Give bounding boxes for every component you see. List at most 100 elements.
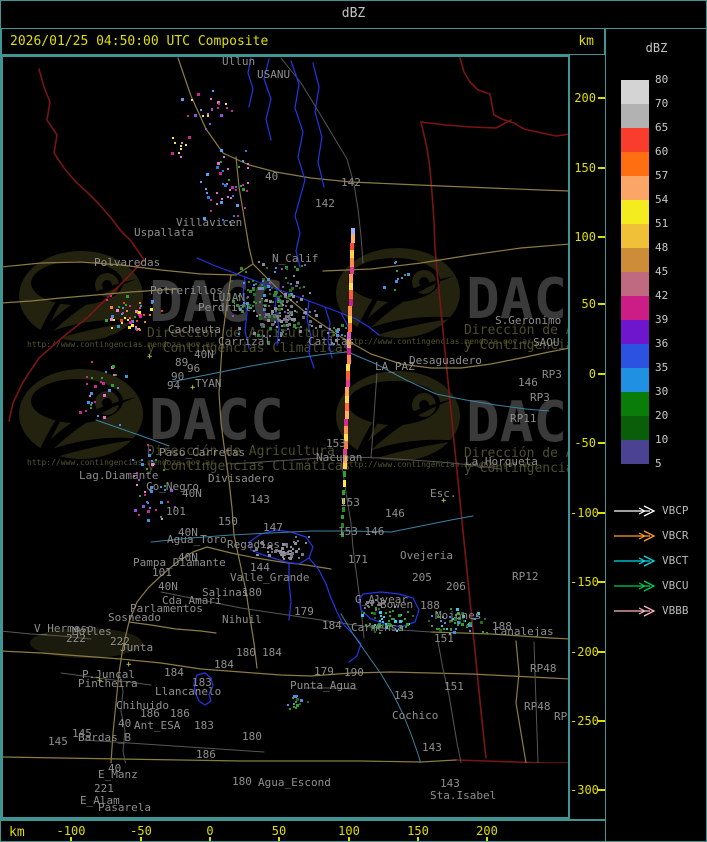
dbz-swatch-label: 60 — [655, 145, 669, 158]
bottom-axis-tick — [417, 837, 419, 841]
right-axis-tick-label: 200 — [574, 91, 596, 105]
dbz-swatch — [621, 152, 649, 176]
right-axis-tick — [598, 651, 605, 653]
dbz-swatch — [621, 176, 649, 200]
vector-arrow-icon — [614, 605, 656, 617]
svg-text:http://www.contingencias.mendo: http://www.contingencias.mendoza.gov.ar — [344, 337, 532, 346]
right-axis-tick-label: 150 — [574, 161, 596, 175]
bottom-axis-tick — [70, 837, 72, 841]
right-axis-tick — [598, 720, 605, 722]
right-axis-tick-label: -300 — [570, 783, 599, 797]
bottom-axis-tick-label: 50 — [271, 824, 287, 838]
dbz-swatch — [621, 224, 649, 248]
scale-title: dBZ — [645, 41, 668, 55]
dbz-swatch — [621, 248, 649, 272]
dbz-swatch — [621, 104, 649, 128]
right-axis: 200 150 100 50 0 -50 -100 -150 -200 -250 -300 — [570, 55, 605, 819]
vector-label: VBCU — [662, 579, 689, 592]
vector-legend-row: VBCP — [612, 504, 706, 518]
right-axis-tick-label: 100 — [574, 230, 596, 244]
bottom-axis-tick — [140, 837, 142, 841]
dbz-swatch — [621, 440, 649, 464]
right-axis-tick — [598, 581, 605, 583]
info-bar: 2026/01/25 04:50:00 UTC Composite km — [1, 28, 605, 55]
timestamp-label: 2026/01/25 04:50:00 UTC Composite — [10, 34, 269, 49]
vector-arrow-icon — [614, 555, 656, 567]
svg-text:Dirección de Agricultura: Dirección de Agricultura — [464, 446, 605, 461]
bottom-axis-tick-label: 200 — [476, 824, 498, 838]
right-axis-tick — [598, 442, 605, 444]
plot-border — [1, 55, 570, 819]
bottom-axis-tick — [348, 837, 350, 841]
dbz-swatch-label: 45 — [655, 265, 669, 278]
window-title-bar: dBZ — [1, 1, 706, 29]
svg-text:http://www.contingencias.mendo: http://www.contingencias.mendoza.gov.ar — [344, 460, 532, 469]
dbz-swatch-label: 42 — [655, 289, 669, 302]
right-axis-tick — [598, 512, 605, 514]
radar-map-area: DACC Dirección de Agricultura y Contingenc… — [1, 55, 605, 819]
bottom-axis-tick-label: 100 — [338, 824, 360, 838]
right-axis-tick-label: -100 — [570, 506, 599, 520]
province-boundaries — [8, 57, 569, 763]
vector-label: VBCP — [662, 504, 689, 517]
window-title: dBZ — [341, 6, 366, 21]
dbz-swatch-label: 70 — [655, 97, 669, 110]
dbz-swatch — [621, 320, 649, 344]
dbz-swatch-label: 48 — [655, 241, 669, 254]
svg-text:DACC: DACC — [149, 388, 284, 453]
dbz-swatch-label: 20 — [655, 409, 669, 422]
vector-arrow-icon — [614, 505, 656, 517]
vector-arrow-icon — [614, 530, 656, 542]
bottom-axis-tick-label: -100 — [56, 824, 86, 838]
right-axis-tick — [598, 303, 605, 305]
dbz-swatch — [621, 344, 649, 368]
bottom-axis: km -100 -50 0 50 100 150 200 — [1, 819, 605, 841]
dbz-swatch — [621, 368, 649, 392]
vector-legend-row: VBCT — [612, 554, 706, 568]
svg-text:y Contingencias Climáticas: y Contingencias Climáticas — [147, 459, 351, 474]
right-axis-tick — [598, 97, 605, 99]
bottom-axis-tick-label: 150 — [407, 824, 429, 838]
bottom-axis-tick — [486, 837, 488, 841]
dbz-swatch — [621, 272, 649, 296]
svg-text:y Contingencias Climáticas: y Contingencias Climáticas — [464, 461, 605, 476]
right-axis-tick-label: -150 — [570, 575, 599, 589]
dbz-swatch — [621, 200, 649, 224]
dbz-swatch-label: 10 — [655, 433, 669, 446]
bottom-axis-unit-label: km — [9, 825, 25, 840]
dbz-swatch-label: 30 — [655, 385, 669, 398]
dbz-swatch-label: 51 — [655, 217, 669, 230]
dbz-swatch-label: 54 — [655, 193, 669, 206]
vector-label: VBCT — [662, 554, 689, 567]
dbz-swatch-label: 36 — [655, 337, 669, 350]
dbz-swatch — [621, 416, 649, 440]
dbz-swatch-label: 35 — [655, 361, 669, 374]
radar-echoes — [79, 90, 488, 710]
right-axis-unit-label: km — [578, 34, 594, 49]
dbz-swatch — [621, 128, 649, 152]
svg-text:http://www.contingencias.mendo: http://www.contingencias.mendoza.gov.ar — [27, 458, 215, 467]
vector-legend-row: VBCU — [612, 579, 706, 593]
llancanelo-lake — [193, 672, 214, 706]
dbz-swatch-label: 5 — [655, 457, 662, 470]
dbz-swatch-label: 39 — [655, 313, 669, 326]
right-axis-tick — [598, 236, 605, 238]
svg-text:DACC: DACC — [466, 267, 601, 332]
dbz-swatch — [621, 80, 649, 104]
right-axis-tick-label: -200 — [570, 645, 599, 659]
right-axis-tick — [598, 167, 605, 169]
rivers-cyan — [95, 351, 550, 763]
vector-arrow-icon — [614, 580, 656, 592]
bottom-axis-tick — [278, 837, 280, 841]
right-axis-tick-label: -250 — [570, 714, 599, 728]
vector-label: VBCR — [662, 529, 689, 542]
vector-legend-row: VBBB — [612, 604, 706, 618]
right-axis-tick-label: 50 — [581, 297, 596, 311]
dbz-swatch-label: 80 — [655, 73, 669, 86]
interference-spike — [341, 228, 355, 537]
svg-text:http://www.contingencias.mendo: http://www.contingencias.mendoza.gov.ar — [27, 340, 215, 349]
